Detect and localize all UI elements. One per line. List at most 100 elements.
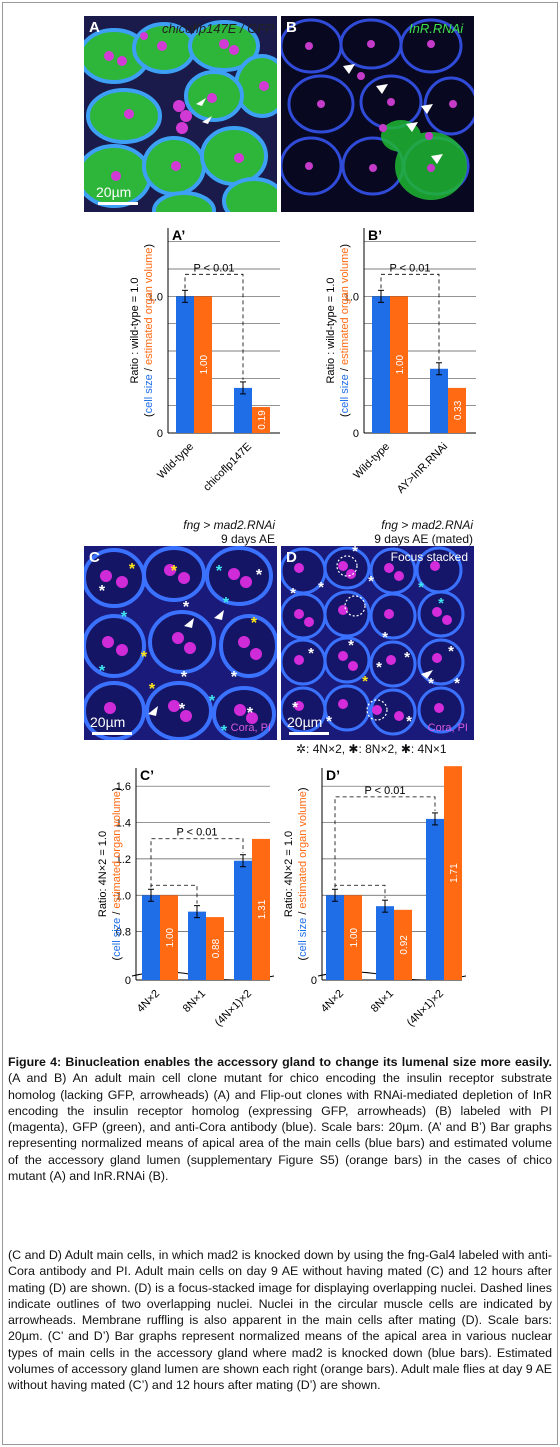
- panel-c-header-age: 9 days AE: [220, 532, 275, 546]
- bar-value-label: 1.71: [449, 863, 460, 883]
- bar-value-label: 0.33: [453, 400, 464, 420]
- chart-panel-label: A’: [172, 227, 185, 243]
- bar-cell-size: [176, 296, 194, 433]
- chart-d-prime: 0 1.00 4N×2 0.92 8N×1 1.71 (4N×1)×2 P < 0.01 D’ R…: [283, 766, 467, 1029]
- caption-paragraph-2: (C and D) Adult main cells, in which mad…: [8, 1248, 552, 1393]
- y-tick-label: 1.4: [116, 818, 131, 830]
- category-label: AY>InR.RNAi: [395, 441, 450, 496]
- svg-text:*: *: [141, 649, 148, 666]
- bar-value-label: 1.00: [349, 927, 360, 947]
- panel-d-header: fng > mad2.RNAi 9 days AE (mated): [318, 518, 473, 546]
- micrograph-c: * * * * * * * * * * * * * * * * * * C 20µm Cora, …: [84, 546, 277, 740]
- scale-bar-c: [92, 732, 132, 735]
- significance-bracket: [184, 273, 244, 380]
- svg-text:*: *: [438, 595, 444, 612]
- category-label: 4N×2: [319, 988, 346, 1015]
- svg-text:*: *: [99, 663, 106, 680]
- micrograph-b: B InR.RNAi: [281, 16, 474, 212]
- p-value-annotation: P < 0.01: [364, 785, 405, 797]
- category-label: 4N×2: [135, 988, 162, 1015]
- svg-text:*: *: [247, 705, 254, 722]
- svg-text:*: *: [181, 669, 188, 686]
- svg-text:*: *: [251, 615, 258, 632]
- svg-text:*: *: [149, 681, 156, 698]
- svg-text:*: *: [223, 595, 230, 612]
- bar-organ-volume: [448, 387, 466, 433]
- p-value-annotation: P < 0.01: [193, 262, 234, 274]
- svg-text:*: *: [376, 659, 382, 676]
- category-label: (4N×1)×2: [213, 988, 254, 1029]
- micrograph-a-image: [84, 16, 277, 212]
- y-tick-label: 1.0: [148, 291, 163, 303]
- y-tick-label: 0: [353, 428, 359, 440]
- significance-bracket: [150, 838, 244, 888]
- category-label: (4N×1)×2: [405, 988, 446, 1029]
- svg-text:*: *: [129, 561, 136, 578]
- scale-bar-a: [98, 202, 138, 205]
- panel-d-label: D: [286, 549, 297, 566]
- svg-text:*: *: [352, 546, 358, 560]
- panel-d-header-genotype: fng > mad2.RNAi: [381, 518, 473, 532]
- bar-organ-volume: [252, 838, 270, 980]
- y-axis-subtitle: (cell size / estimated organ volume): [143, 244, 155, 417]
- svg-text:*: *: [216, 563, 223, 580]
- y-tick-label: 0: [157, 428, 163, 440]
- category-label: 8N×1: [369, 988, 396, 1015]
- category-label: Wild-type: [351, 441, 392, 482]
- category-label: Wild-type: [155, 441, 196, 482]
- panel-d-header-age: 9 days AE (mated): [374, 532, 473, 546]
- category-label: 8N×1: [181, 988, 208, 1015]
- category-label: chicoflp147E: [201, 441, 254, 494]
- chart-b-prime: 0 1.0 1.00 Wild-type 0.33 AY>InR.RNAi P < 0.01…: [325, 227, 476, 496]
- significance-bracket: [334, 884, 386, 899]
- focus-stacked-label: Focus stacked: [390, 550, 468, 564]
- y-tick-label: 1.0: [116, 890, 131, 902]
- svg-text:*: *: [362, 673, 368, 690]
- micrograph-b-image: [281, 16, 474, 212]
- y-tick-label: 0.8: [116, 927, 131, 939]
- bar-value-label: 1.00: [165, 927, 176, 947]
- bar-organ-volume: [394, 909, 412, 980]
- svg-text:*: *: [404, 649, 410, 666]
- svg-text:*: *: [231, 669, 238, 686]
- chart-panel-label: D’: [326, 767, 340, 783]
- bar-organ-volume: [194, 296, 212, 433]
- bar-value-label: 1.00: [395, 354, 406, 374]
- panel-b-title: InR.RNAi: [409, 21, 464, 36]
- panel-c-label: C: [89, 549, 100, 566]
- chart-panel-label: B’: [368, 227, 382, 243]
- svg-text:*: *: [308, 645, 314, 662]
- y-tick-label: 1.6: [116, 781, 131, 793]
- significance-bracket: [334, 796, 436, 888]
- y-axis-subtitle: (cell size / estimated organ volume): [111, 787, 123, 960]
- panel-b-label: B: [286, 19, 297, 36]
- scale-label-d: 20µm: [287, 714, 323, 730]
- bar-value-label: 1.31: [257, 899, 268, 919]
- bar-value-label: 0.92: [399, 935, 410, 955]
- svg-text:*: *: [209, 693, 216, 710]
- svg-text:*: *: [368, 573, 374, 590]
- bar-cell-size: [426, 818, 444, 980]
- bar-value-label: 0.19: [257, 410, 268, 430]
- svg-text:*: *: [121, 609, 128, 626]
- svg-text:*: *: [448, 643, 454, 660]
- bar-cell-size: [430, 368, 448, 433]
- bar-organ-volume: [252, 407, 270, 433]
- svg-text:*: *: [406, 713, 412, 730]
- bar-cell-size: [326, 895, 344, 980]
- bar-cell-size: [188, 911, 206, 980]
- svg-text:*: *: [256, 567, 263, 584]
- y-tick-label: 1.2: [116, 854, 131, 866]
- svg-text:*: *: [183, 599, 190, 616]
- micrograph-c-image: ** * * ** * * ** ** ** ** * *: [84, 546, 277, 740]
- micrograph-d-image: * * ** ** * * ** ** * * ** **: [281, 546, 474, 740]
- scale-bar-d: [289, 732, 329, 735]
- significance-bracket: [150, 884, 198, 904]
- bar-cell-size: [142, 895, 160, 980]
- svg-text:*: *: [326, 713, 332, 730]
- bar-organ-volume: [344, 895, 362, 980]
- significance-bracket: [380, 273, 440, 361]
- svg-text:*: *: [382, 629, 388, 646]
- y-tick-label: 0: [125, 975, 131, 987]
